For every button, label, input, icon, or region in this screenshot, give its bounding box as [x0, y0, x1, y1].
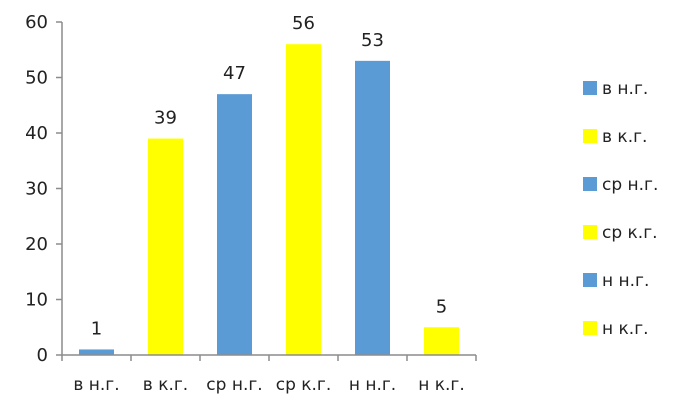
data-label: 39 [154, 108, 177, 129]
y-tick-label: 40 [25, 123, 48, 144]
legend-label: ср н.г. [602, 175, 658, 195]
legend-label: н к.г. [602, 319, 649, 339]
y-tick-label: 30 [25, 179, 48, 200]
legend-label: н н.г. [602, 271, 649, 291]
y-tick-label: 0 [37, 345, 48, 366]
legend-swatch [583, 81, 597, 95]
axes-group [56, 21, 477, 361]
legend-item: ср к.г. [583, 223, 658, 243]
data-label: 5 [436, 296, 447, 317]
legend-label: в к.г. [602, 127, 647, 147]
bar [355, 60, 390, 355]
legend-swatch [583, 177, 597, 191]
x-category-label: в к.г. [143, 375, 188, 395]
legend-item: в н.г. [583, 79, 648, 99]
bar [424, 327, 459, 355]
legend-item: н н.г. [583, 271, 649, 291]
bar [148, 138, 183, 355]
y-tick-label: 60 [25, 12, 48, 33]
data-label: 47 [223, 63, 246, 84]
bars-group [79, 44, 459, 356]
legend-item: н к.г. [583, 319, 649, 339]
bar [217, 94, 252, 356]
y-tick-label: 50 [25, 68, 48, 89]
x-category-label: ср н.г. [206, 375, 262, 395]
y-tick-label: 10 [25, 290, 48, 311]
data-label: 53 [361, 30, 384, 51]
x-category-label: в н.г. [73, 375, 119, 395]
legend-label: в н.г. [602, 79, 648, 99]
y-tick-label: 20 [25, 234, 48, 255]
x-category-label: н к.г. [418, 375, 465, 395]
labels-group: 0 10 20 30 40 50 60 1 в н.г. 39 в к.г. 47 ср н.г. 56 с… [25, 12, 465, 395]
legend-swatch [583, 129, 597, 143]
legend: в н.г. в к.г. ср н.г. ср к.г. н н.г. н к.г. [583, 79, 658, 339]
bar [286, 44, 321, 355]
x-category-label: ср к.г. [276, 375, 332, 395]
x-category-label: н н.г. [349, 375, 396, 395]
data-label: 56 [292, 13, 315, 34]
legend-item: в к.г. [583, 127, 647, 147]
legend-item: ср н.г. [583, 175, 658, 195]
legend-label: ср к.г. [602, 223, 658, 243]
bar [79, 349, 114, 355]
legend-swatch [583, 321, 597, 335]
legend-swatch [583, 273, 597, 287]
data-label: 1 [91, 318, 102, 339]
legend-swatch [583, 225, 597, 239]
